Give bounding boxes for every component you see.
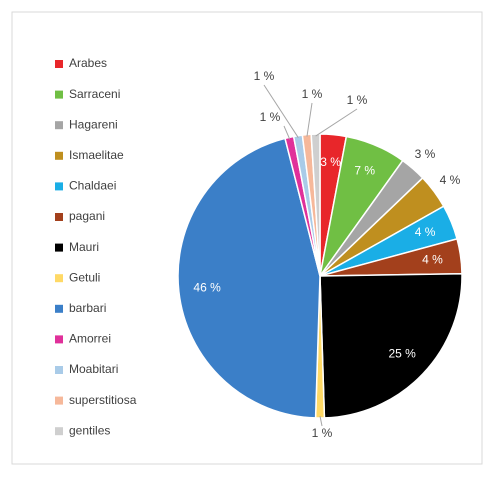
legend-swatch bbox=[55, 335, 63, 344]
legend-label: Hagareni bbox=[69, 117, 118, 131]
legend-swatch bbox=[55, 427, 63, 436]
data-label: 3 % bbox=[320, 155, 341, 169]
legend-swatch bbox=[55, 396, 63, 405]
legend-label: Mauri bbox=[69, 240, 99, 254]
legend-swatch bbox=[55, 60, 63, 68]
leader-line bbox=[306, 102, 313, 137]
data-label: 7 % bbox=[354, 164, 375, 178]
leader-line bbox=[283, 125, 291, 140]
data-label: 4 % bbox=[422, 252, 443, 266]
legend-label: Amorrei bbox=[69, 332, 111, 346]
legend-label: barbari bbox=[69, 301, 106, 315]
legend-label: superstitiosa bbox=[69, 393, 137, 407]
legend-swatch bbox=[55, 213, 63, 221]
leader-line bbox=[263, 84, 299, 138]
pie-slice bbox=[177, 137, 321, 419]
data-label: 4 % bbox=[415, 225, 436, 239]
pie-slice bbox=[310, 133, 321, 277]
legend-swatch bbox=[55, 304, 63, 313]
data-label: 1 % bbox=[312, 426, 333, 440]
legend-label: pagani bbox=[69, 209, 105, 223]
legend-label: Ismaelitae bbox=[69, 148, 124, 162]
legend-label: Sarraceni bbox=[69, 87, 120, 101]
data-label: 1 % bbox=[254, 69, 275, 83]
legend-swatch bbox=[55, 90, 63, 99]
data-label: 4 % bbox=[440, 173, 461, 187]
legend-swatch bbox=[55, 274, 63, 283]
data-label: 1 % bbox=[347, 93, 368, 107]
legend-label: Moabitari bbox=[69, 362, 118, 376]
legend-label: gentiles bbox=[69, 423, 110, 437]
legend-label: Chaldaei bbox=[69, 179, 116, 193]
data-label: 1 % bbox=[260, 110, 281, 124]
data-label: 25 % bbox=[388, 347, 416, 361]
leader-line bbox=[315, 108, 358, 137]
legend-swatch bbox=[55, 366, 63, 374]
legend-label: Getuli bbox=[69, 270, 100, 284]
legend-swatch bbox=[55, 151, 63, 160]
legend-swatch bbox=[55, 243, 63, 252]
legend-swatch bbox=[55, 182, 63, 191]
legend-swatch bbox=[55, 121, 63, 130]
leader-line bbox=[319, 415, 323, 427]
data-label: 3 % bbox=[415, 147, 436, 161]
legend-label: Arabes bbox=[69, 56, 107, 70]
pie-slice bbox=[319, 273, 463, 419]
data-label: 1 % bbox=[302, 87, 323, 101]
data-label: 46 % bbox=[193, 281, 221, 295]
